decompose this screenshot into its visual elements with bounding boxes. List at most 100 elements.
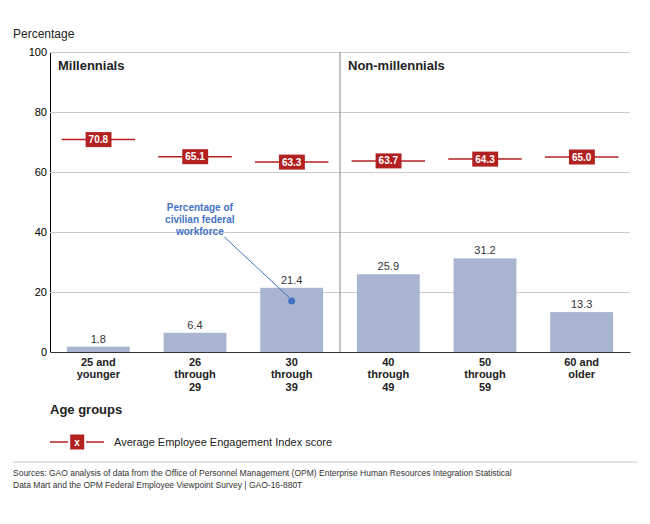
annotation-text-line: Percentage of [167,202,234,213]
bar-label: 13.3 [571,298,592,310]
bar-label: 6.4 [187,319,202,331]
bar [164,333,227,352]
x-tick-label-line: through [464,368,506,380]
x-tick-label-line: through [271,368,313,380]
score-label: 70.8 [89,134,109,145]
score-label-group: 63.7 [376,153,402,168]
x-tick-label-line: 49 [382,381,394,393]
x-tick-label: 25 andyounger [77,356,121,381]
y-tick-label: 0 [41,346,47,358]
legend-symbol-box [70,435,84,450]
x-tick-label: 60 andolder [564,356,599,381]
legend-line [86,441,104,443]
annotation-text: Percentage ofcivilian federalworkforce [165,202,235,237]
score-label: 65.0 [572,152,592,163]
bar-label: 1.8 [91,333,106,345]
bar [67,347,130,352]
x-tick-label-line: 59 [479,381,491,393]
score-label-group: 65.1 [182,149,208,164]
x-tick: 50through59 [464,352,506,393]
legend-label: Average Employee Engagement Index score [114,436,332,448]
x-tick-label-line: through [174,368,216,380]
score-label-group: 70.8 [86,132,112,147]
x-tick-label: 50through59 [464,356,506,393]
x-tick-label-line: younger [77,368,121,380]
separator [13,462,637,463]
x-tick-label-line: 39 [286,381,298,393]
bar-label: 21.4 [281,274,302,286]
x-tick: 30through39 [271,352,313,393]
labels: 1.8 6.4 21.4 25.9 31.2 13.3 70.8 65.1 63.3 63.7 64… [58,58,595,345]
bar-label: 25.9 [378,260,399,272]
x-axis-line [51,352,631,353]
source-line: Sources: GAO analysis of data from the O… [13,468,512,478]
score-label-box [279,155,305,170]
y-tick-label: 60 [35,166,47,178]
x-tick-label-line: 30 [286,356,298,368]
score-label-box [376,153,402,168]
score-label-box [182,149,208,164]
y-tick: 60 [35,166,630,178]
y-axis-title: Percentage [13,27,75,41]
x-tick-label-line: 60 and [564,356,599,368]
score-label-group: 63.3 [279,155,305,170]
bar [357,274,420,352]
source: Sources: GAO analysis of data from the O… [13,468,512,490]
score-label: 64.3 [475,154,495,165]
marks [62,52,619,352]
bar-label: 31.2 [474,244,495,256]
score-label: 63.7 [379,155,399,166]
x-tick-label-line: older [568,368,596,380]
x-tick-label: 26through29 [174,356,216,393]
y-tick: 0 [41,346,630,358]
bar [550,312,613,352]
score-label: 63.3 [282,157,302,168]
score-label: 65.1 [185,151,205,162]
bar [454,258,517,352]
group-label: Millennials [58,58,124,73]
annotation-text-line: civilian federal [165,214,235,225]
y-tick-label: 40 [35,226,47,238]
x-tick: 25 andyounger [77,352,121,380]
x-tick-label: 30through39 [271,356,313,393]
y-tick-label: 20 [35,286,47,298]
legend: x Average Employee Engagement Index score [50,435,332,450]
x-axis: 25 andyounger26through2930through3940thr… [51,352,631,393]
x-tick: 60 andolder [564,352,599,380]
bar [260,288,323,352]
plot: 02040608010025 andyounger26through2930th… [29,46,631,393]
score-label-box [569,150,595,165]
y-tick: 100 [29,46,630,58]
score-label-group: 65.0 [569,150,595,165]
y-tick: 40 [35,226,630,238]
y-tick-label: 100 [29,46,47,58]
x-axis-title: Age groups [50,402,122,417]
score-label-group: 64.3 [472,152,498,167]
annotation-connector [224,237,289,298]
x-tick-label-line: 26 [189,356,201,368]
y-tick: 80 [35,106,630,118]
y-tick-label: 80 [35,106,47,118]
x-tick-label: 40through49 [368,356,410,393]
legend-line [50,441,68,443]
y-tick: 20 [35,286,630,298]
x-tick-label-line: through [368,368,410,380]
annotation-text-line: workforce [175,226,224,237]
x-tick: 26through29 [174,352,216,393]
x-tick-label-line: 29 [189,381,201,393]
chart: 02040608010025 andyounger26through2930th… [0,0,650,524]
x-tick-label-line: 40 [382,356,394,368]
x-tick-label-line: 50 [479,356,491,368]
y-axis: 0 20 40 60 80 100 [29,46,630,358]
legend-symbol: x [74,437,80,448]
score-label-box [86,132,112,147]
group-label: Non-millennials [348,58,445,73]
source-line: Data Mart and the OPM Federal Employee V… [13,480,302,490]
grid-line [50,352,630,353]
x-tick-label-line: 25 and [81,356,116,368]
y-axis-line [51,53,631,353]
score-label-box [472,152,498,167]
group-divider [340,52,341,352]
x-tick: 40through49 [368,352,410,393]
annotation-dot [288,298,295,305]
